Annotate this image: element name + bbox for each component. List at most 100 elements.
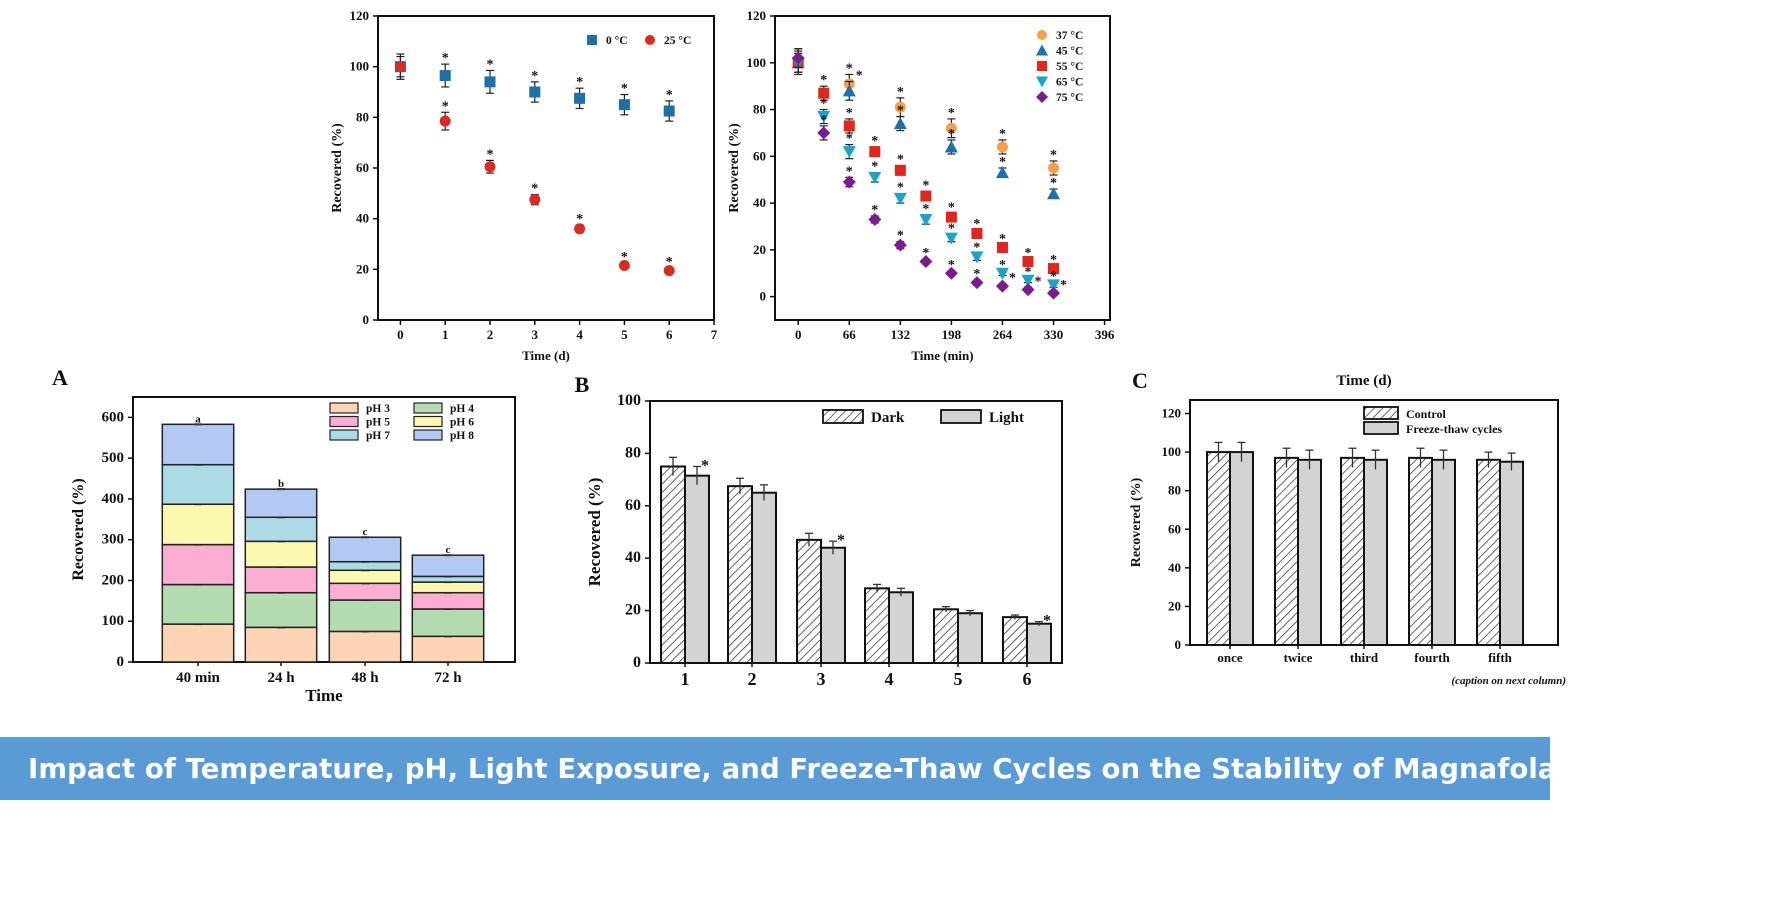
legend-label: pH 8 — [450, 430, 474, 442]
legend-swatch — [1363, 421, 1399, 435]
x-tick-label: 0 — [795, 327, 802, 342]
legend-marker — [1036, 91, 1048, 103]
data-point — [529, 194, 541, 206]
significance-asterisk: * — [576, 75, 583, 90]
data-point — [995, 279, 1009, 293]
bar — [933, 608, 959, 664]
data-point — [484, 76, 496, 88]
bar-segment — [244, 626, 318, 663]
x-axis-label: Time (min) — [911, 348, 973, 363]
data-point — [995, 267, 1009, 280]
significance-asterisk: * — [897, 181, 904, 196]
caption-note: (caption on next column) — [1451, 675, 1566, 687]
legend-label: Control — [1406, 407, 1446, 421]
data-point — [618, 260, 630, 272]
significance-asterisk: * — [442, 99, 449, 114]
bar-segment — [411, 635, 485, 663]
data-point — [1047, 279, 1061, 292]
bar — [1002, 616, 1028, 665]
y-tick-label: 20 — [625, 602, 641, 619]
y-tick-label: 100 — [1162, 444, 1182, 459]
data-point — [970, 251, 984, 264]
data-point — [869, 146, 881, 158]
bar — [1499, 460, 1524, 646]
bar — [660, 465, 686, 664]
plot-frame — [377, 15, 715, 321]
y-tick-label: 200 — [102, 572, 125, 588]
significance-asterisk: * — [1050, 253, 1057, 268]
data-point — [944, 140, 958, 153]
significance-asterisk: * — [922, 178, 929, 193]
significance-asterisk: * — [999, 155, 1006, 170]
x-tick-label: third — [1350, 650, 1379, 665]
bar — [1476, 458, 1501, 647]
significance-asterisk: * — [999, 127, 1006, 142]
y-tick-label: 0 — [363, 312, 370, 327]
x-tick-label: fourth — [1414, 650, 1450, 665]
legend-marker — [1036, 76, 1048, 88]
significance-asterisk: * — [973, 267, 980, 282]
data-point — [893, 192, 907, 205]
bar-segment — [161, 623, 235, 663]
series-1: * * * * * * — [394, 55, 675, 277]
bar-segment — [161, 583, 235, 625]
significance-asterisk: * — [948, 127, 955, 142]
significance-asterisk: * — [846, 132, 853, 147]
significance-asterisk: * — [871, 160, 878, 175]
significance-asterisk: * — [1024, 246, 1031, 261]
y-tick-label: 40 — [356, 211, 369, 226]
data-point — [919, 213, 933, 226]
legend-label: 65 °C — [1056, 77, 1083, 89]
legend-swatch — [329, 429, 359, 441]
data-point — [920, 190, 932, 202]
data-point — [574, 92, 586, 104]
x-tick-label: 5 — [954, 669, 963, 689]
data-point — [995, 166, 1009, 179]
x-tick-label: 0 — [397, 327, 404, 342]
data-point — [842, 146, 856, 159]
bar-segment — [328, 630, 402, 663]
significance-asterisk: * — [897, 85, 904, 100]
plot-frame — [774, 15, 1111, 321]
significance-asterisk: * — [948, 258, 955, 273]
legend-marker — [1037, 61, 1047, 71]
y-tick-label: 60 — [1168, 521, 1181, 536]
bar — [1229, 451, 1254, 646]
significance-asterisk: * — [1034, 274, 1041, 289]
data-point — [1047, 187, 1061, 200]
legend-label: 25 °C — [664, 35, 691, 47]
x-tick-label: 3 — [532, 327, 539, 342]
x-tick-label: fifth — [1488, 650, 1513, 665]
legend-label: 0 °C — [606, 35, 628, 47]
data-point — [893, 238, 907, 252]
significance-asterisk: * — [837, 532, 845, 549]
data-point — [919, 255, 933, 269]
significance-asterisk: * — [1060, 278, 1067, 293]
data-point — [842, 84, 856, 97]
legend-label: pH 6 — [450, 417, 474, 429]
y-tick-label: 500 — [102, 450, 125, 466]
data-point — [817, 126, 831, 140]
y-tick-label: 400 — [102, 491, 125, 507]
bar — [1274, 456, 1299, 647]
bar-segment — [411, 554, 485, 578]
significance-asterisk: * — [1050, 148, 1057, 163]
data-point — [894, 101, 906, 113]
series-3: ******** * * — [791, 52, 1061, 292]
bar — [1206, 451, 1231, 646]
y-axis-label: Recovered (%) — [1129, 477, 1144, 567]
x-tick-label: 5 — [621, 327, 628, 342]
series-0: * * * * * * — [394, 51, 675, 122]
legend-marker — [1037, 30, 1047, 40]
data-point — [663, 265, 675, 277]
significance-asterisk: * — [820, 113, 827, 128]
significance-asterisk: * — [973, 217, 980, 232]
data-point — [818, 87, 830, 99]
y-tick-label: 60 — [753, 148, 766, 163]
y-tick-label: 300 — [102, 532, 125, 548]
y-tick-label: 100 — [617, 392, 641, 409]
legend-swatch — [413, 402, 443, 414]
data-point — [944, 266, 958, 280]
significance-asterisk: * — [1024, 265, 1031, 280]
